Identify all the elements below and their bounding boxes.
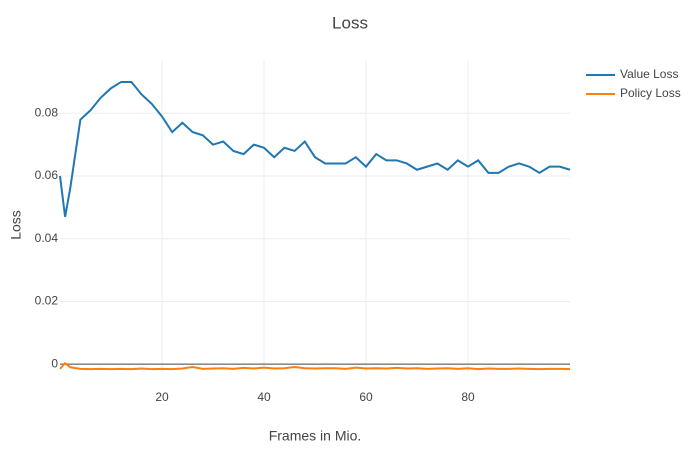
x-axis-label: Frames in Mio. xyxy=(269,428,362,444)
x-tick-label: 60 xyxy=(359,390,373,404)
chart-title: Loss xyxy=(332,13,368,32)
data-line xyxy=(59,361,571,371)
y-axis-label: Loss xyxy=(8,210,24,240)
y-tick-label: 0.08 xyxy=(35,105,59,119)
x-tick-label: 20 xyxy=(155,390,169,404)
y-tick-label: 0.02 xyxy=(35,294,59,308)
x-tick-label: 40 xyxy=(257,390,271,404)
y-tick-label: 0 xyxy=(51,356,58,370)
y-tick-label: 0.04 xyxy=(35,231,59,245)
y-tick-label: 0.06 xyxy=(35,168,59,182)
data-line xyxy=(59,80,571,217)
legend-label: Policy Loss xyxy=(620,86,681,100)
legend-label: Value Loss xyxy=(620,67,678,81)
x-tick-label: 80 xyxy=(461,390,475,404)
